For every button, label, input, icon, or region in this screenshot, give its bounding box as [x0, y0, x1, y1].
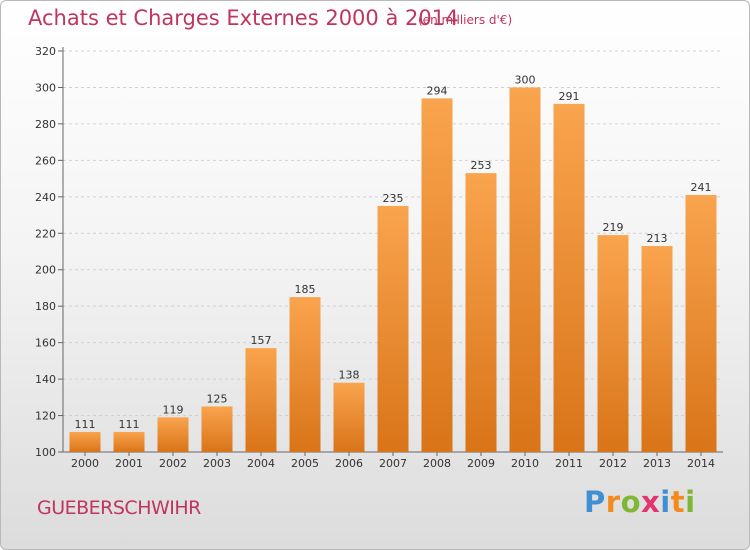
y-tick-label: 180 [35, 300, 56, 313]
bar-2008 [421, 98, 453, 453]
proxiti-logo[interactable]: Proxiti [584, 485, 696, 519]
value-label: 111 [75, 418, 96, 431]
x-tick-label: 2011 [555, 457, 583, 470]
bar-2012 [597, 235, 629, 452]
value-label: 213 [647, 232, 668, 245]
bar-2010 [509, 87, 541, 453]
y-tick-label: 160 [35, 337, 56, 350]
y-tick-label: 280 [35, 118, 56, 131]
x-tick-label: 2010 [511, 457, 539, 470]
value-label: 291 [559, 90, 580, 103]
bar-2001 [113, 431, 145, 452]
value-label: 300 [515, 73, 536, 86]
y-tick-label: 300 [35, 81, 56, 94]
value-label: 219 [603, 221, 624, 234]
chart-subtitle: (en milliers d'€) [418, 13, 513, 27]
logo-letter: P [584, 485, 606, 519]
bar-2011 [553, 103, 585, 452]
value-label: 111 [119, 418, 140, 431]
bar-2009 [465, 173, 497, 452]
x-tick-label: 2009 [467, 457, 495, 470]
logo-letter: o [620, 485, 642, 519]
value-label: 119 [163, 403, 184, 416]
x-tick-label: 2006 [335, 457, 363, 470]
bar-2013 [641, 246, 673, 452]
bar-2003 [201, 406, 233, 452]
bar-2007 [377, 205, 409, 452]
value-label: 294 [427, 84, 448, 97]
x-tick-label: 2005 [291, 457, 319, 470]
logo-letter: r [605, 485, 621, 519]
value-label: 138 [339, 369, 360, 382]
y-tick-label: 200 [35, 264, 56, 277]
x-tick-label: 2002 [159, 457, 187, 470]
x-tick-label: 2008 [423, 457, 451, 470]
bar-2000 [69, 431, 101, 452]
y-tick-label: 100 [35, 446, 56, 459]
value-label: 235 [383, 192, 404, 205]
x-tick-label: 2001 [115, 457, 143, 470]
value-label: 125 [207, 392, 228, 405]
x-tick-label: 2004 [247, 457, 275, 470]
x-tick-label: 2013 [643, 457, 671, 470]
logo-letter: i [685, 485, 696, 519]
logo-letter: t [670, 485, 686, 519]
bar-2002 [157, 417, 189, 452]
chart-title: Achats et Charges Externes 2000 à 2014 [28, 6, 459, 30]
x-tick-label: 2007 [379, 457, 407, 470]
y-tick-label: 320 [35, 45, 56, 58]
y-tick-label: 140 [35, 373, 56, 386]
x-tick-label: 2014 [687, 457, 715, 470]
y-tick-label: 240 [35, 191, 56, 204]
y-tick-label: 220 [35, 227, 56, 240]
value-label: 157 [251, 334, 272, 347]
bar-2006 [333, 382, 365, 452]
bar-2005 [289, 297, 321, 452]
town-name: GUEBERSCHWIHR [37, 497, 201, 519]
logo-letter: i [660, 485, 671, 519]
y-tick-label: 260 [35, 154, 56, 167]
x-tick-label: 2000 [71, 457, 99, 470]
value-label: 253 [471, 159, 492, 172]
x-tick-label: 2003 [203, 457, 231, 470]
y-tick-label: 120 [35, 410, 56, 423]
bar-2004 [245, 348, 277, 452]
bar-2014 [685, 194, 717, 452]
logo-letter: x [641, 485, 661, 519]
x-tick-label: 2012 [599, 457, 627, 470]
value-label: 185 [295, 283, 316, 296]
value-label: 241 [691, 181, 712, 194]
